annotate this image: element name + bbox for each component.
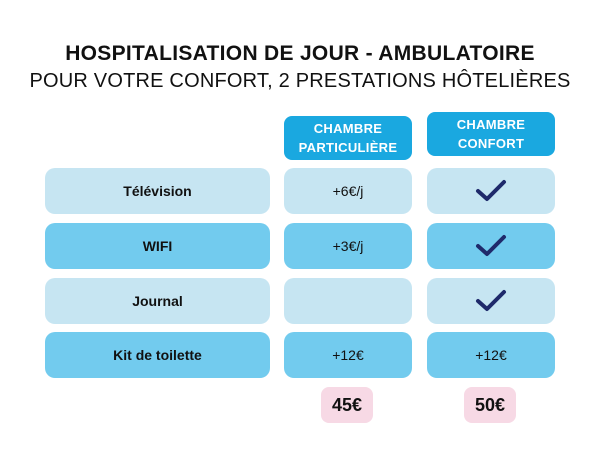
row-label-wifi: WIFI — [45, 223, 270, 269]
row-label-journal: Journal — [45, 278, 270, 324]
column-header-chambre-particuliere: CHAMBRE PARTICULIÈRE — [284, 116, 412, 160]
cell-kit-particuliere: +12€ — [284, 332, 412, 378]
cell-wifi-particuliere: +3€/j — [284, 223, 412, 269]
cell-television-particuliere: +6€/j — [284, 168, 412, 214]
check-icon — [476, 235, 506, 256]
check-icon — [476, 290, 506, 311]
row-label-television: Télévision — [45, 168, 270, 214]
cell-kit-confort: +12€ — [427, 332, 555, 378]
column-header-line1: CHAMBRE — [313, 121, 383, 136]
price-chambre-confort: 50€ — [464, 387, 516, 423]
cell-journal-confort — [427, 278, 555, 324]
row-label-kit-de-toilette: Kit de toilette — [45, 332, 270, 378]
column-header-line2: PARTICULIÈRE — [298, 140, 398, 155]
column-header-line2: CONFORT — [457, 136, 525, 151]
check-icon — [476, 180, 506, 201]
cell-wifi-confort — [427, 223, 555, 269]
price-chambre-particuliere: 45€ — [321, 387, 373, 423]
cell-television-confort — [427, 168, 555, 214]
cell-journal-particuliere — [284, 278, 412, 324]
page-subtitle: POUR VOTRE CONFORT, 2 PRESTATIONS HÔTELI… — [29, 70, 571, 92]
column-header-chambre-confort: CHAMBRE CONFORT — [427, 112, 555, 156]
page-title: HOSPITALISATION DE JOUR - AMBULATOIRE — [65, 42, 535, 65]
column-header-line1: CHAMBRE — [456, 117, 526, 132]
